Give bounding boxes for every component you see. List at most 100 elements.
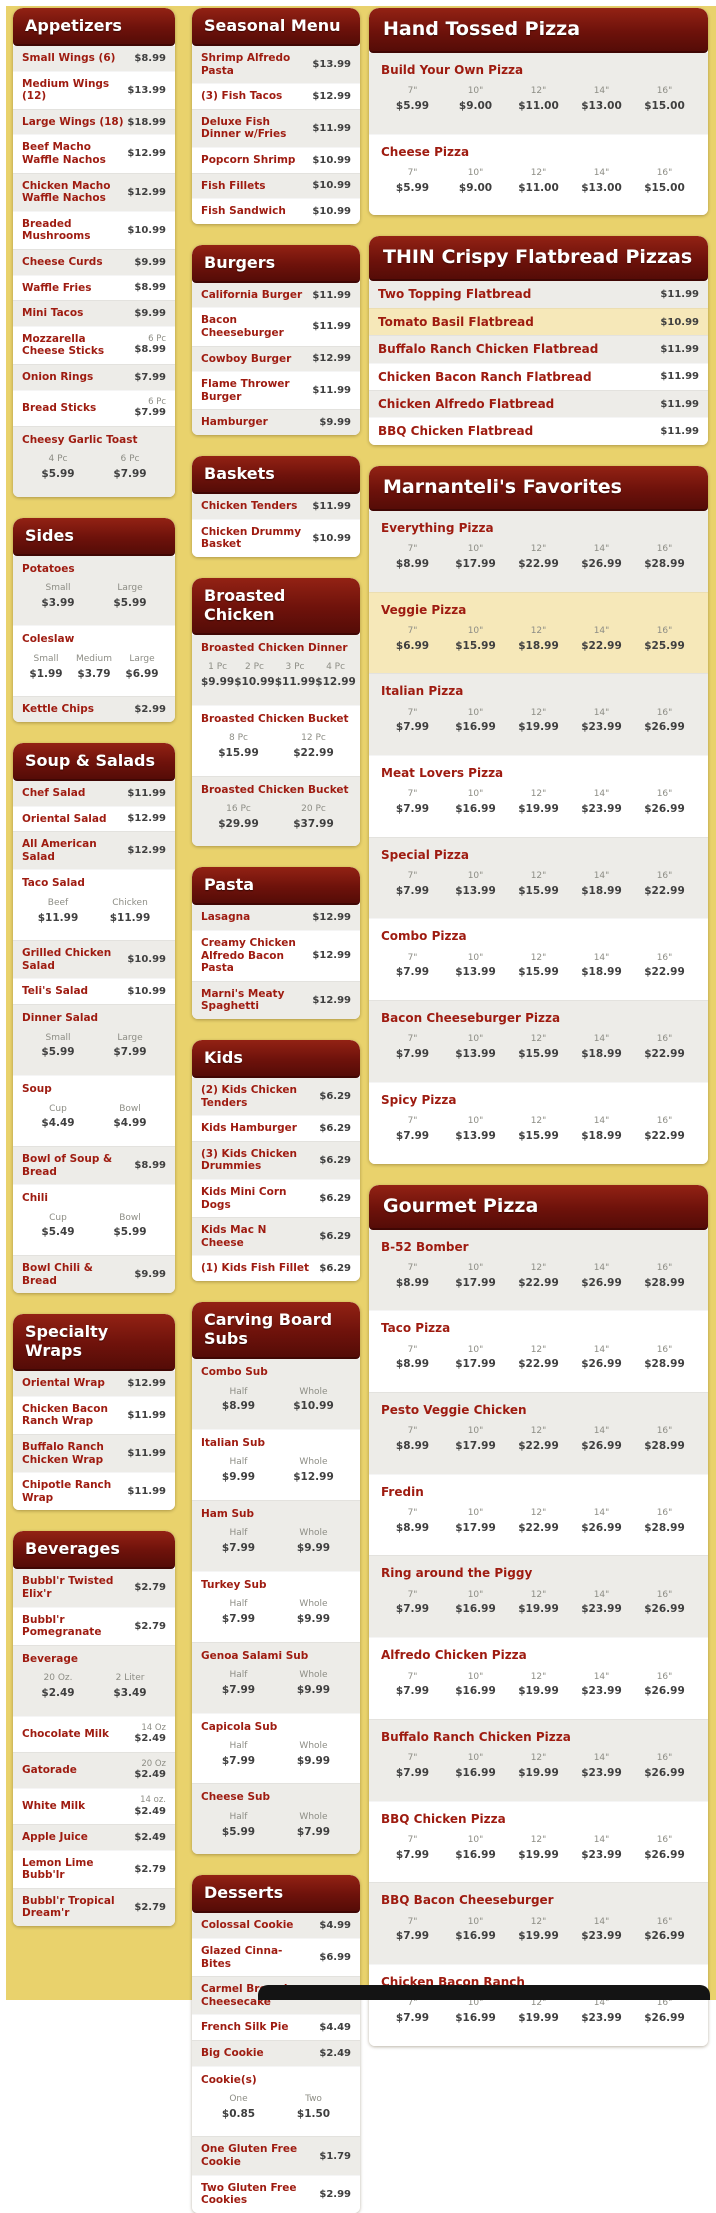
size-option: 12" $19.99	[507, 708, 570, 735]
size-option-label: 7"	[407, 1753, 418, 1764]
size-option-label: 12"	[530, 1589, 547, 1600]
size-option-price: $7.99	[113, 1046, 147, 1059]
size-option-price: $28.99	[644, 1521, 685, 1534]
size-option-price: $8.99	[395, 557, 430, 570]
menu-item-unit: 20 Oz	[141, 1758, 166, 1769]
menu-item-name: Grilled Chicken Salad	[22, 947, 112, 972]
size-option-price: $9.99	[296, 1683, 331, 1696]
menu-item-name: Broasted Chicken Bucket	[201, 783, 349, 796]
size-option-label: 16"	[656, 1508, 673, 1519]
section-title: Broasted Chicken	[192, 577, 360, 635]
size-option: 16" $26.99	[633, 1917, 696, 1944]
menu-item-row: Chipotle Ranch Wrap $11.99	[13, 1472, 175, 1511]
size-option-price: $26.99	[644, 2012, 685, 2025]
size-option-label: 12"	[530, 1671, 547, 1682]
menu-item-row: Buffalo Ranch Chicken Pizza 7" $7.99 10" $16…	[369, 1718, 708, 1801]
menu-item-row: Taco Pizza 7" $8.99 10" $17.99 12" $22.99 14" $2…	[369, 1310, 708, 1392]
size-option: Half $9.99	[201, 1457, 276, 1484]
size-option-price: $5.49	[41, 1226, 75, 1239]
size-option-price: $26.99	[644, 1603, 685, 1616]
size-option: 12" $19.99	[507, 1835, 570, 1862]
size-option-price: $8.99	[395, 1276, 430, 1289]
menu-item-name: Mini Tacos	[22, 307, 84, 320]
menu-item-row: Chicken Bacon Ranch 7" $7.99 10" $16.99 12" $1…	[369, 1964, 708, 2046]
size-option: 10" $17.99	[444, 1426, 507, 1453]
size-option-price: $23.99	[581, 1766, 622, 1779]
menu-item-name: French Silk Pie	[201, 2021, 289, 2034]
menu-item-price: $11.99	[127, 1409, 166, 1421]
menu-item-row: (3) Kids Chicken Drummies $6.29	[192, 1140, 360, 1179]
size-option-price: $7.99	[395, 1048, 430, 1061]
menu-item-price-cell: 6 Pc $7.99	[134, 397, 166, 420]
size-option-price: $7.99	[395, 803, 430, 816]
menu-item-size-options: Half $7.99 Whole $9.99	[201, 1599, 351, 1626]
size-option-price: $10.99	[234, 675, 275, 688]
size-option: Small $1.99	[22, 654, 70, 681]
size-option-price: $22.99	[518, 1521, 559, 1534]
section-seasonal-menu: Seasonal Menu Shrimp Alfredo Pasta $13.99 (…	[192, 8, 360, 224]
size-option: 16" $22.99	[633, 1034, 696, 1061]
size-option-label: 20 Oz.	[43, 1673, 73, 1684]
menu-item-size-options: Small $3.99 Large $5.99	[22, 583, 166, 610]
size-option-label: 14"	[593, 1116, 610, 1127]
size-option-price: $15.99	[218, 746, 259, 759]
size-option-label: 14"	[593, 1426, 610, 1437]
menu-item-name: Alfredo Chicken Pizza	[381, 1648, 527, 1663]
size-option: 16" $28.99	[633, 1263, 696, 1290]
menu-item-row: Coleslaw Small $1.99 Medium $3.79 Large $6.99	[13, 625, 175, 697]
section-title: Marnanteli's Favorites	[369, 465, 708, 511]
size-option: Small $5.99	[22, 1033, 94, 1060]
menu-item-row: Taco Salad Beef $11.99 Chicken $11.99	[13, 869, 175, 941]
menu-item-row: Meat Lovers Pizza 7" $7.99 10" $16.99 12" $19.…	[369, 754, 708, 837]
size-option-price: $28.99	[644, 557, 685, 570]
menu-item-row: Spicy Pizza 7" $7.99 10" $13.99 12" $15.99 14" $…	[369, 1081, 708, 1164]
menu-item-price: $11.99	[312, 500, 351, 512]
size-option: 14" $18.99	[570, 1116, 633, 1143]
menu-item-name: Cheese Curds	[22, 255, 103, 268]
menu-item-size-options: 7" $7.99 10" $16.99 12" $19.99 14" $23.99 16" $26…	[381, 1590, 696, 1617]
menu-item-name: Buffalo Ranch Chicken Wrap	[22, 1440, 104, 1466]
size-option-price: $7.99	[296, 1825, 331, 1838]
menu-item-name: Medium Wings (12)	[22, 77, 110, 103]
size-option-label: Cup	[49, 1103, 67, 1114]
menu-item-name: Oriental Wrap	[22, 1377, 105, 1390]
section-appetizers: Appetizers Small Wings (6) $8.99 Medium Win…	[13, 8, 175, 497]
size-option: 16" $26.99	[633, 708, 696, 735]
size-option-label: 10"	[467, 625, 484, 636]
menu-item-price: $11.99	[312, 321, 351, 333]
menu-column-middle: Seasonal Menu Shrimp Alfredo Pasta $13.99 (…	[192, 8, 360, 2213]
size-option-label: 16"	[656, 1034, 673, 1045]
size-option: Whole $9.99	[276, 1599, 351, 1626]
menu-item-price: $2.79	[134, 1582, 166, 1594]
section-marnanteli-s-favorites: Marnanteli's Favorites Everything Pizza 7"…	[369, 465, 708, 1164]
size-option: 14" $26.99	[570, 1508, 633, 1535]
menu-item-row: French Silk Pie $4.49	[192, 2014, 360, 2040]
menu-item-row: Grilled Chicken Salad $10.99	[13, 940, 175, 979]
menu-item-price: $12.99	[312, 353, 351, 365]
size-option-price: $7.99	[395, 721, 430, 734]
size-option-label: 14"	[593, 1034, 610, 1045]
size-option-label: 14"	[593, 952, 610, 963]
section-title: Baskets	[192, 455, 360, 494]
size-option-label: 14"	[593, 544, 610, 555]
size-option-price: $8.99	[395, 1358, 430, 1371]
size-option: Beef $11.99	[22, 898, 94, 925]
size-option: 6 Pc $7.99	[94, 454, 166, 481]
menu-item-price: $6.29	[319, 1231, 351, 1243]
menu-item-row: Onion Rings $7.99	[13, 363, 175, 390]
menu-item-name: Build Your Own Pizza	[381, 63, 524, 77]
menu-item-name: (3) Fish Tacos	[201, 90, 283, 103]
section-body: (2) Kids Chicken Tenders $6.29 Kids Hambur…	[192, 1078, 360, 1281]
size-option: 14" $22.99	[570, 626, 633, 653]
menu-item-name: Teli's Salad	[22, 985, 89, 998]
section-soup-salads: Soup & Salads Chef Salad $11.99 Oriental Sa…	[13, 742, 175, 1294]
size-option-label: 2 Liter	[115, 1673, 145, 1684]
menu-item-price: $1.79	[319, 2150, 351, 2162]
size-option-label: 16"	[656, 1426, 673, 1437]
menu-item-size-options: 16 Pc $29.99 20 Pc $37.99	[201, 804, 351, 831]
menu-item-row: Gatorade 20 Oz $2.49	[13, 1751, 175, 1788]
menu-item-name: (2) Kids Chicken Tenders	[201, 1084, 298, 1109]
menu-item-price: $9.99	[134, 1269, 166, 1281]
menu-item-name: Marni's Meaty Spaghetti	[201, 987, 285, 1013]
menu-column-right: Hand Tossed Pizza Build Your Own Pizza 7" $…	[369, 8, 708, 2046]
